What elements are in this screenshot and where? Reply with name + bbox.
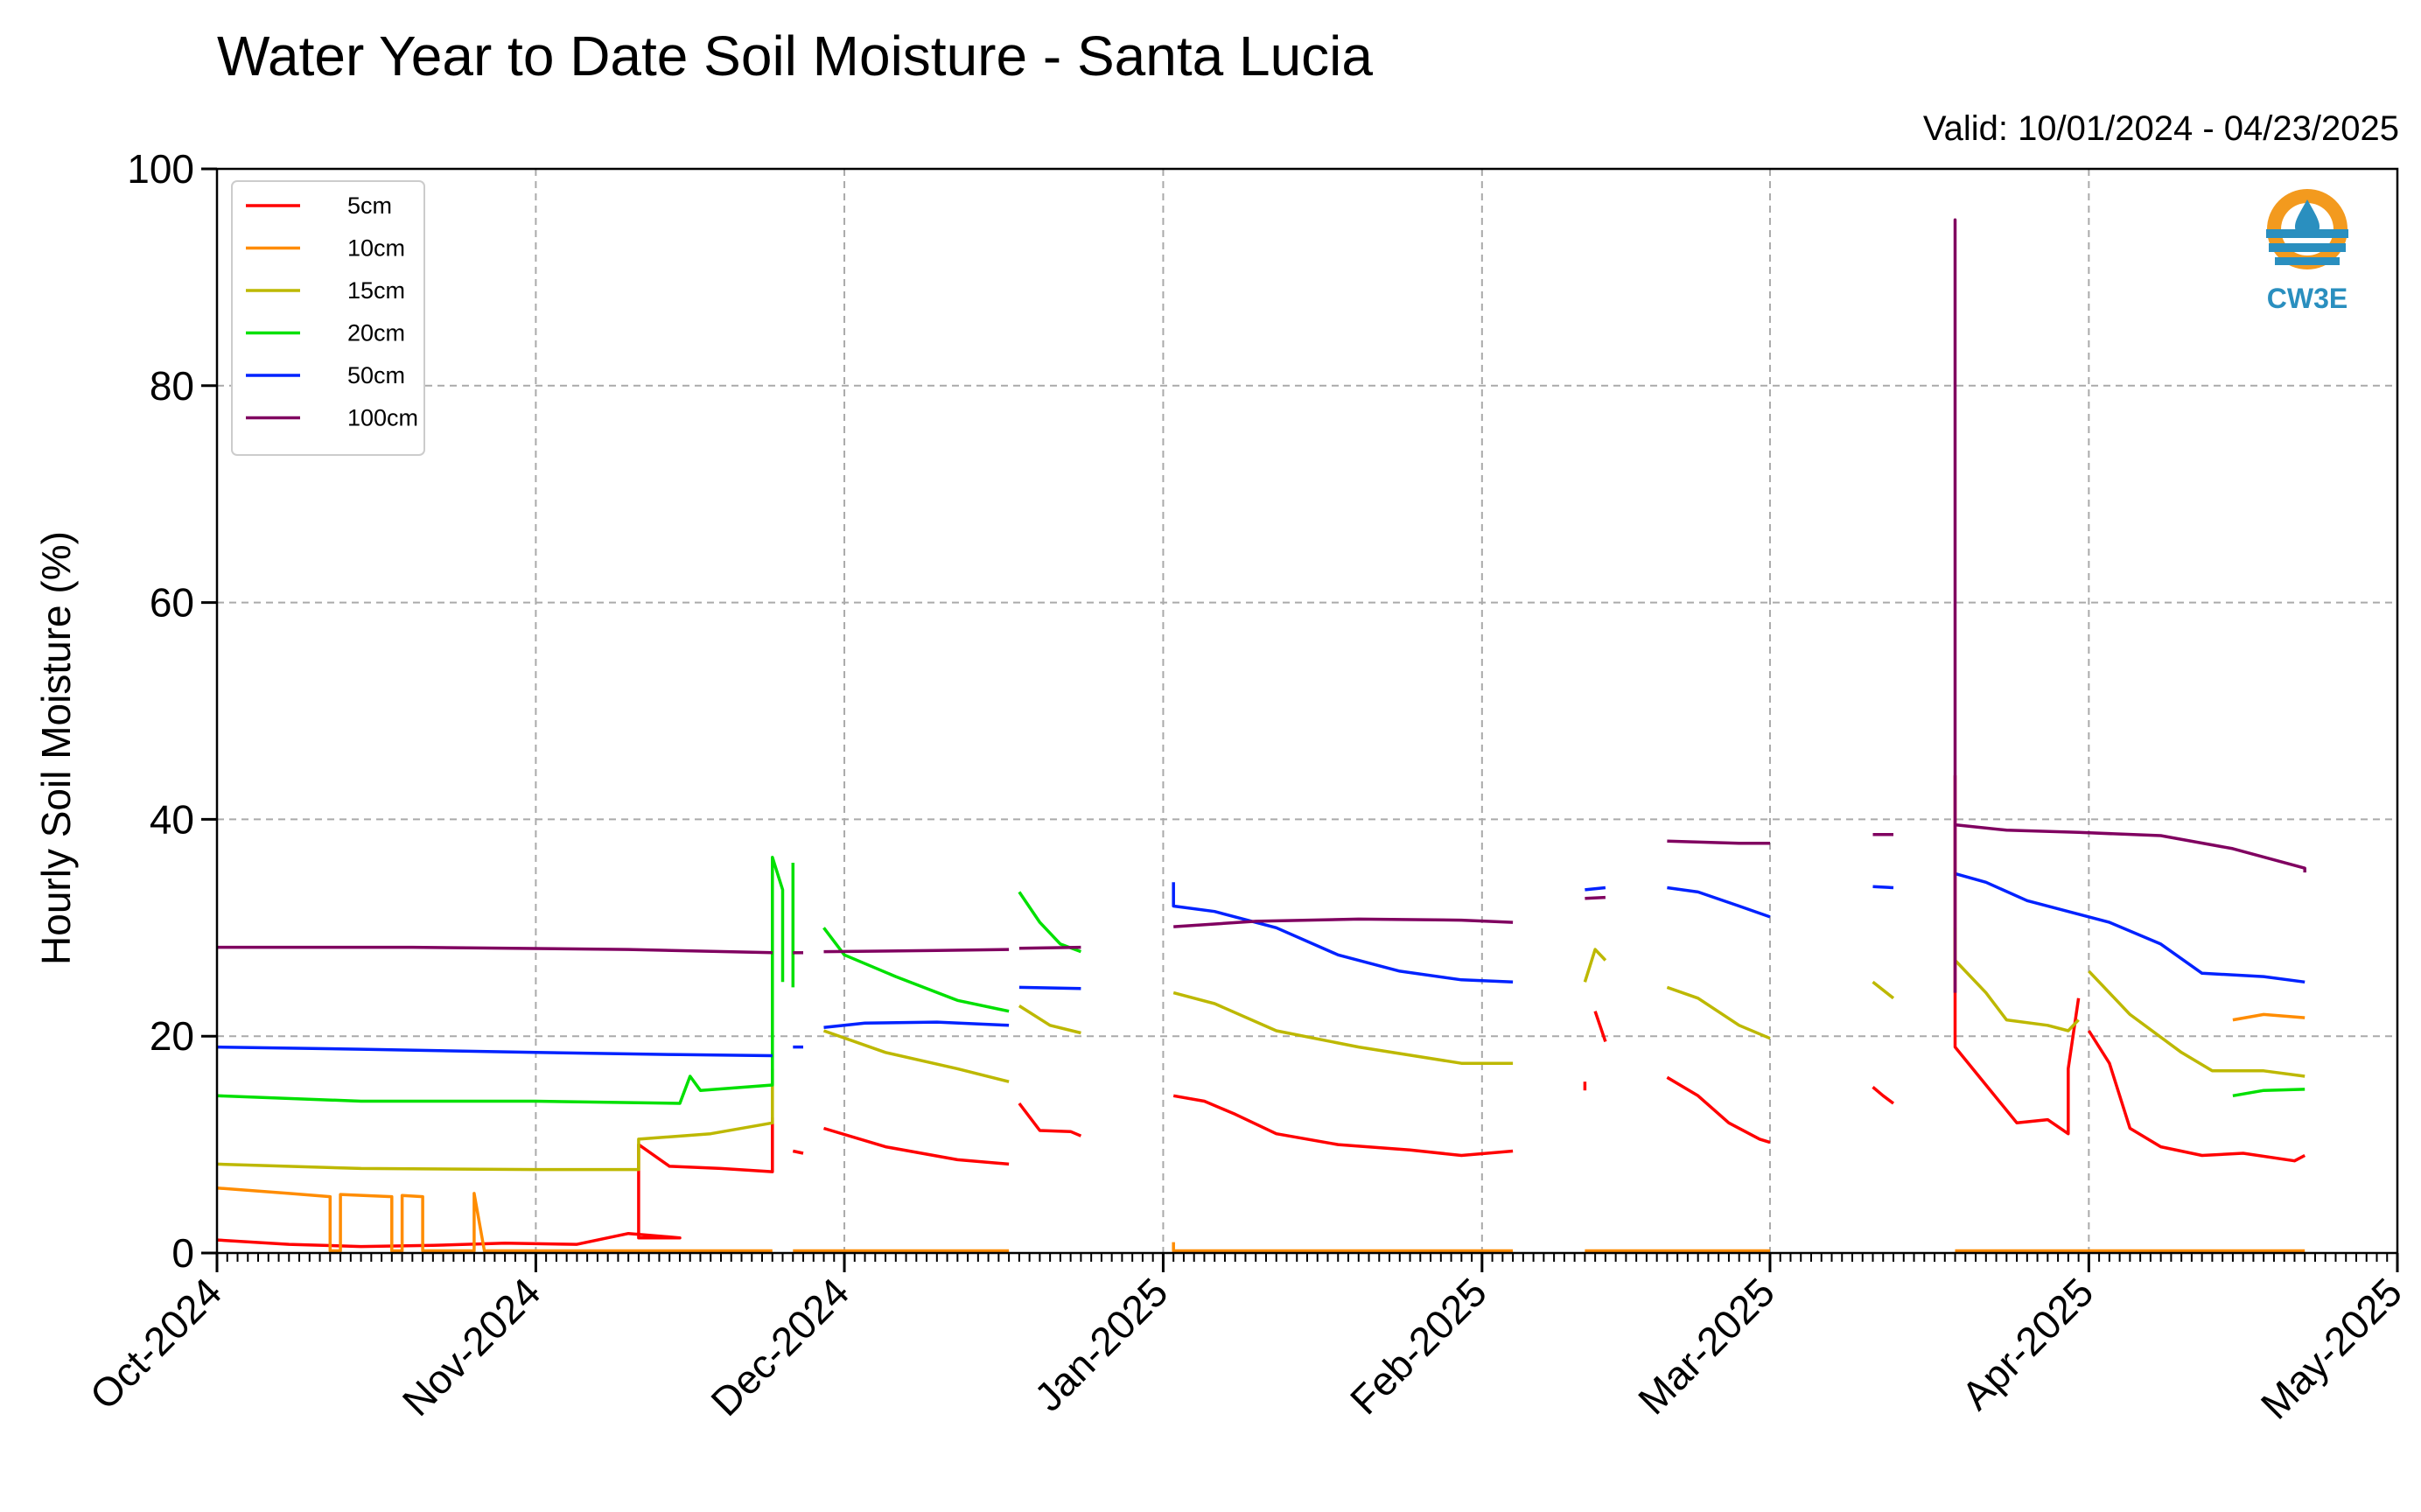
series-line-50cm bbox=[1585, 886, 1606, 892]
legend-label: 100cm bbox=[347, 405, 418, 431]
series-line-50cm bbox=[1955, 872, 2306, 984]
series-line-15cm bbox=[1583, 948, 1607, 983]
series-line-5cm bbox=[1872, 1086, 1895, 1105]
legend-label: 5cm bbox=[347, 192, 392, 219]
series-line-50cm bbox=[823, 1020, 1010, 1030]
data-series bbox=[216, 218, 2306, 1253]
logo-droplet-icon bbox=[2295, 200, 2320, 238]
series-line-5cm bbox=[1666, 1075, 1771, 1144]
series-line-5cm bbox=[822, 1126, 1010, 1166]
series-15cm bbox=[216, 928, 2306, 1172]
legend-label: 15cm bbox=[347, 277, 405, 304]
series-line-10cm bbox=[2232, 1012, 2306, 1022]
series-5cm bbox=[216, 774, 2306, 1249]
series-line-100cm bbox=[1667, 839, 1770, 845]
legend-label: 20cm bbox=[347, 320, 405, 346]
series-line-15cm bbox=[1018, 1004, 1081, 1035]
series-100cm bbox=[217, 218, 2306, 993]
y-tick-label: 40 bbox=[150, 796, 194, 842]
series-line-15cm bbox=[216, 1068, 774, 1172]
series-line-100cm bbox=[1585, 895, 1606, 900]
logo-wave-icon bbox=[2275, 257, 2340, 265]
series-line-5cm bbox=[216, 1117, 774, 1249]
series-line-50cm bbox=[216, 1045, 773, 1058]
series-line-20cm bbox=[2232, 1088, 2306, 1098]
series-line-50cm bbox=[1667, 886, 1771, 919]
cw3e-logo: CW3E bbox=[2266, 189, 2348, 314]
series-line-20cm bbox=[216, 856, 785, 1105]
y-tick-label: 80 bbox=[150, 363, 194, 409]
logo-wave-icon bbox=[2269, 243, 2346, 252]
logo-label: CW3E bbox=[2267, 283, 2348, 314]
series-line-10cm bbox=[216, 1186, 773, 1253]
series-10cm bbox=[216, 1012, 2306, 1253]
series-line-5cm bbox=[1172, 1094, 1514, 1158]
series-line-5cm bbox=[2087, 1030, 2306, 1163]
series-line-15cm bbox=[2088, 970, 2306, 1078]
series-line-15cm bbox=[1666, 985, 1771, 1040]
series-line-100cm bbox=[1953, 218, 2306, 993]
series-line-50cm bbox=[1172, 882, 1514, 984]
valid-date-range: Valid: 10/01/2024 - 04/23/2025 bbox=[1923, 109, 2399, 148]
series-line-5cm bbox=[1018, 1102, 1082, 1138]
series-50cm bbox=[216, 872, 2306, 1058]
y-tick-label: 20 bbox=[150, 1013, 194, 1059]
series-line-100cm bbox=[823, 948, 1010, 954]
series-line-5cm bbox=[1593, 1011, 1607, 1042]
series-line-100cm bbox=[217, 945, 773, 955]
series-line-15cm bbox=[1172, 990, 1514, 1065]
series-line-15cm bbox=[1872, 980, 1895, 1000]
y-tick-label: 60 bbox=[150, 580, 194, 626]
legend: 5cm 10cm 15cm 20cm 50cm 100cm bbox=[231, 180, 425, 456]
chart-title: Water Year to Date Soil Moisture - Santa… bbox=[217, 24, 1373, 88]
series-line-15cm bbox=[822, 1029, 1010, 1083]
legend-label: 10cm bbox=[347, 235, 405, 262]
series-line-50cm bbox=[1872, 885, 1894, 890]
y-axis-label: Hourly Soil Moisture (%) bbox=[33, 531, 79, 965]
legend-label: 50cm bbox=[347, 362, 405, 388]
series-line-50cm bbox=[1018, 985, 1081, 990]
series-line-100cm bbox=[1173, 917, 1514, 928]
series-line-5cm bbox=[792, 1149, 804, 1155]
y-tick-label: 0 bbox=[171, 1230, 194, 1276]
y-tick-label: 100 bbox=[127, 146, 194, 192]
series-line-20cm bbox=[822, 927, 1010, 1013]
series-line-10cm bbox=[1172, 1242, 1514, 1253]
